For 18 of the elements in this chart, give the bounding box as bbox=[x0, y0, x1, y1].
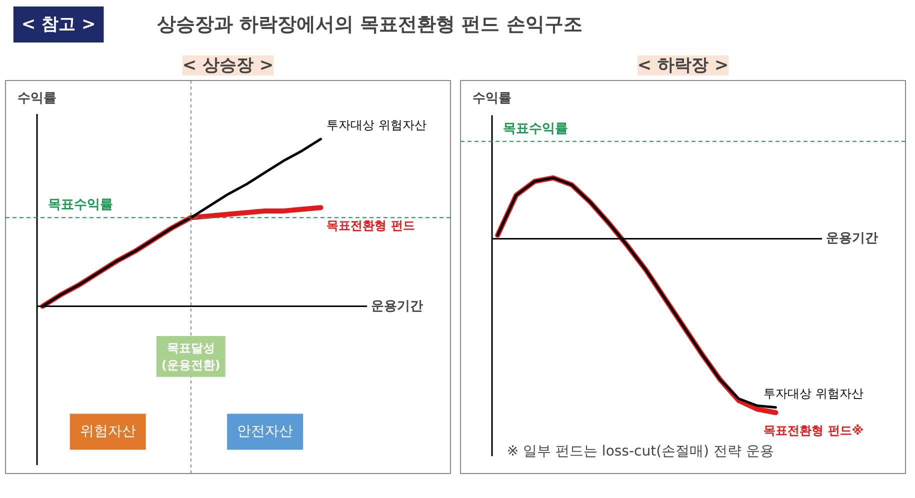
series-label: 목표전환형 펀드 bbox=[326, 218, 415, 233]
ref-line-label: 목표수익률 bbox=[503, 121, 568, 136]
text: 상승장과 하락장에서의 목표전환형 펀드 손익구조 bbox=[156, 14, 582, 36]
text: 목표달성 (운용전환) bbox=[161, 341, 220, 372]
y-axis-title: 수익률 bbox=[472, 91, 512, 106]
text: < 참고 > bbox=[21, 14, 96, 34]
ref-line-label: 목표수익률 bbox=[48, 198, 114, 213]
text: 위험자산 bbox=[80, 424, 136, 440]
series-label: 투자대상 위험자산 bbox=[764, 386, 864, 400]
x-axis-title: 운용기간 bbox=[370, 298, 423, 314]
series-label: 목표전환형 펀드※ bbox=[764, 424, 864, 438]
x-axis-title: 운용기간 bbox=[826, 231, 878, 246]
chart-title: < 하락장 > bbox=[637, 56, 729, 76]
chart-title: < 상승장 > bbox=[182, 56, 274, 76]
series-label: 투자대상 위험자산 bbox=[326, 118, 427, 132]
text: 안전자산 bbox=[237, 424, 294, 440]
y-axis-title: 수익률 bbox=[18, 90, 57, 106]
text: ※ 일부 펀드는 loss-cut(손절매) 전략 운용 bbox=[506, 444, 774, 460]
